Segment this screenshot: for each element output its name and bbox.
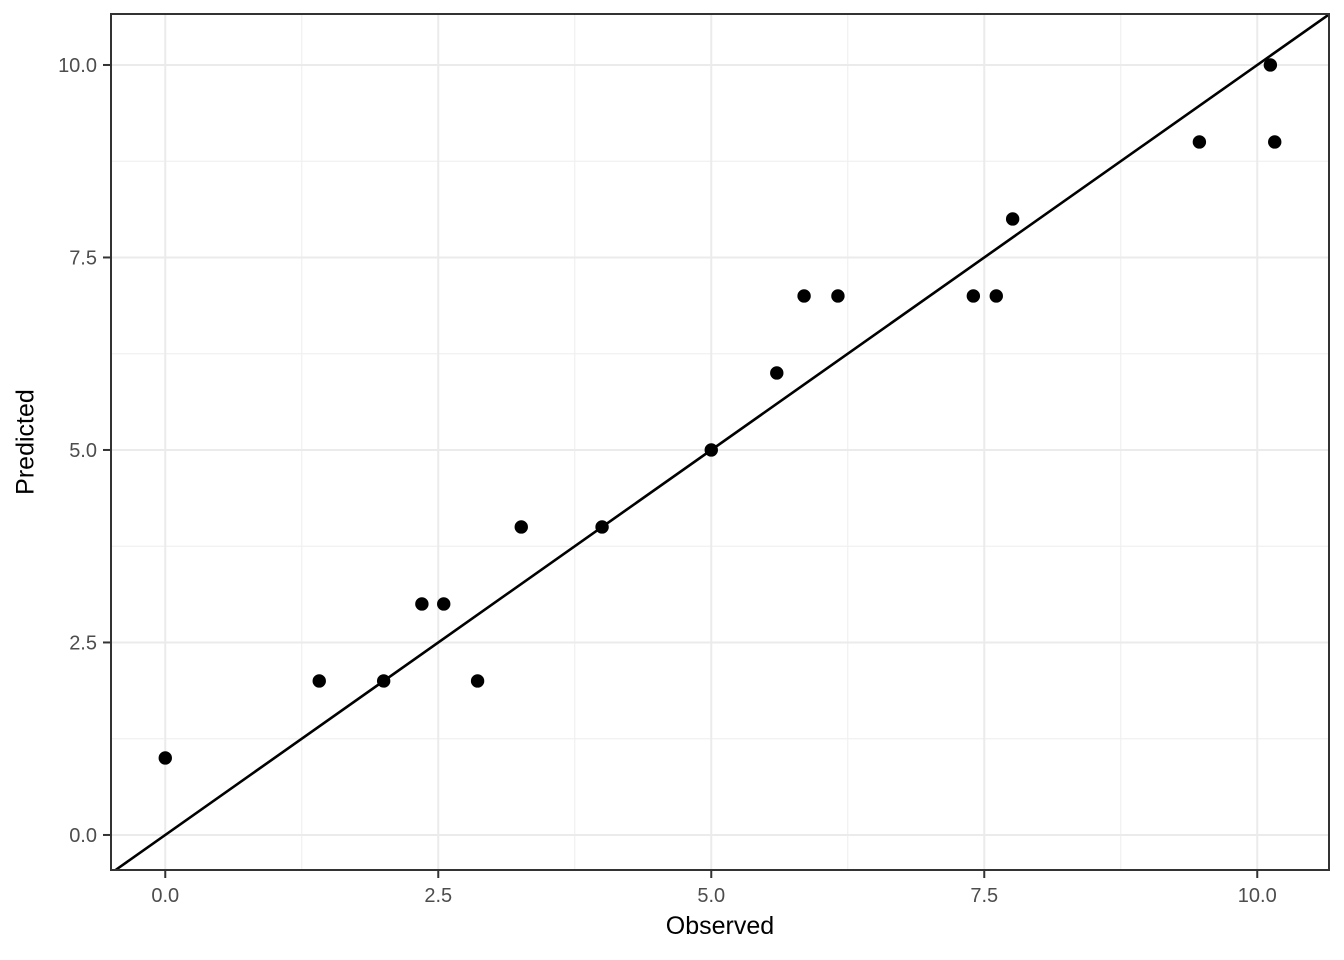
data-point xyxy=(1005,212,1020,226)
x-tick-label: 0.0 xyxy=(151,885,179,907)
data-point xyxy=(595,520,609,534)
geom-layer xyxy=(114,13,1330,872)
y-tick-label: 7.5 xyxy=(69,247,97,269)
data-point xyxy=(831,289,845,303)
data-point xyxy=(966,289,981,303)
data-point xyxy=(1192,135,1207,149)
data-point xyxy=(437,597,451,611)
data-point xyxy=(415,597,429,611)
y-tick-label: 0.0 xyxy=(69,825,97,847)
y-axis-title: Predicted xyxy=(11,389,40,495)
grid-minor-layer xyxy=(111,14,1329,870)
data-point xyxy=(158,751,172,765)
x-tick-label: 5.0 xyxy=(697,885,725,907)
data-point xyxy=(514,520,528,534)
x-tick-label: 2.5 xyxy=(424,885,452,907)
x-axis-title: Observed xyxy=(665,912,775,940)
axis-ticks-layer xyxy=(103,63,1259,878)
identity-line xyxy=(114,13,1330,872)
data-point xyxy=(1263,58,1278,72)
data-point xyxy=(1268,135,1282,149)
data-point xyxy=(770,366,784,380)
panel-border xyxy=(110,13,1330,871)
y-tick-label: 5.0 xyxy=(69,440,97,462)
y-tick-label: 10.0 xyxy=(58,55,97,77)
data-point xyxy=(989,289,1003,303)
y-tick-label: 2.5 xyxy=(69,632,97,654)
x-tick-label: 10.0 xyxy=(1238,885,1277,907)
data-point xyxy=(797,289,811,303)
grid-major-layer xyxy=(111,14,1329,870)
data-point xyxy=(376,674,391,688)
data-point xyxy=(704,443,718,457)
data-point xyxy=(312,674,326,688)
data-point xyxy=(470,674,485,688)
x-tick-label: 7.5 xyxy=(970,885,998,907)
axis-tick-labels-layer: 0.0 2.5 5.0 7.5 10.0 0.0 2.5 5.0 7.5 10.0 xyxy=(58,55,1277,907)
